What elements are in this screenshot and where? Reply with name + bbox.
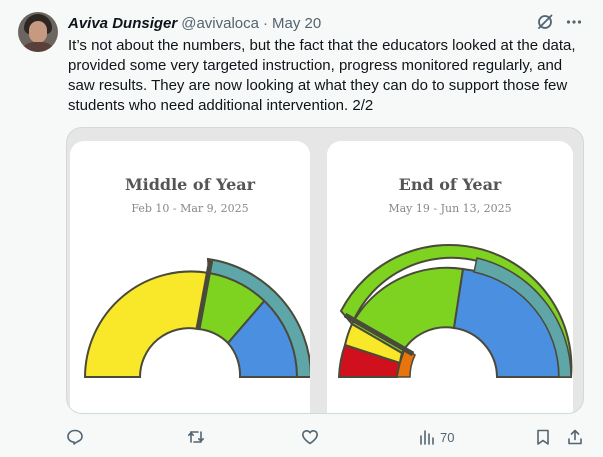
tweet-date[interactable]: May 20 [271, 14, 322, 32]
like-button[interactable] [301, 425, 319, 449]
gauge-segment-green [350, 266, 465, 355]
tweet-actions: 70 [0, 425, 603, 449]
gauge-pointer [343, 312, 415, 357]
retweet-button[interactable] [187, 425, 205, 449]
tweet-text: It’s not about the numbers, but the fact… [68, 37, 576, 114]
reply-bubble-icon [67, 429, 83, 445]
heart-icon [302, 430, 318, 445]
grok-slash-circle-icon[interactable] [536, 13, 554, 31]
author-name[interactable]: Aviva Dunsiger [68, 14, 178, 32]
author-handle[interactable]: @avivaloca [181, 14, 259, 32]
views-count: 70 [440, 429, 455, 445]
separator-dot: · [262, 14, 268, 32]
end-of-year-gauge [337, 243, 573, 378]
gauge-outer-band-teal [473, 257, 572, 378]
middle-of-year-card: Middle of Year Feb 10 - Mar 9, 2025 [70, 141, 310, 413]
gauge-pointer [195, 258, 214, 330]
bookmark-button[interactable] [534, 425, 552, 449]
avatar[interactable] [18, 12, 58, 52]
bar-chart-icon [420, 430, 434, 445]
views-button[interactable]: 70 [418, 425, 454, 449]
middle-of-year-gauge [83, 257, 310, 378]
tweet-media-image[interactable]: Middle of Year Feb 10 - Mar 9, 2025 End … [66, 127, 584, 414]
share-upload-icon [568, 429, 582, 445]
card-title: Middle of Year [124, 175, 256, 194]
end-of-year-card: End of Year May 19 - Jun 13, 2025 [327, 141, 573, 413]
card-title: End of Year [398, 175, 502, 194]
bookmark-icon [537, 429, 549, 445]
retweet-icon [188, 431, 204, 443]
reply-button[interactable] [66, 425, 84, 449]
gauge-segment-yellow [83, 270, 211, 378]
card-date-range: May 19 - Jun 13, 2025 [388, 202, 512, 215]
card-date-range: Feb 10 - Mar 9, 2025 [131, 202, 249, 215]
gauge-outer-band [206, 257, 310, 378]
share-button[interactable] [566, 425, 584, 449]
tweet-header: Aviva Dunsiger @avivaloca · May 20 [68, 13, 321, 33]
more-horizontal-icon[interactable] [565, 13, 583, 31]
